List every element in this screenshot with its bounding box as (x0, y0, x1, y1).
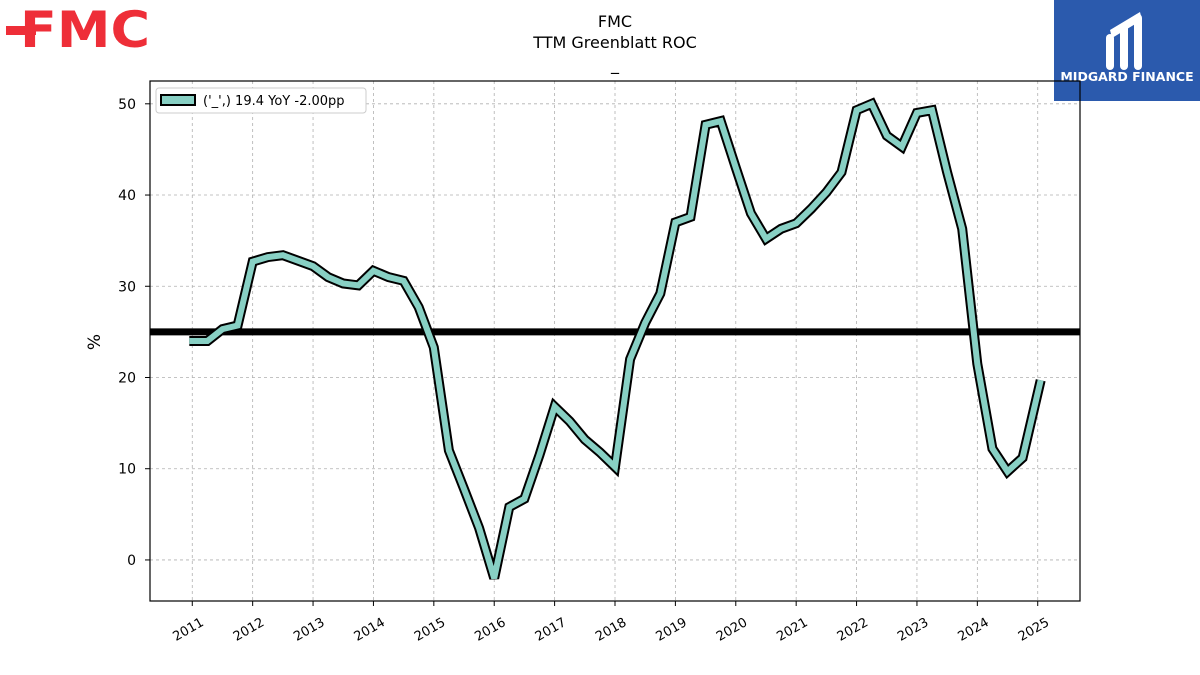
x-tick-label: 2014 (352, 615, 388, 645)
x-tick-label: 2022 (835, 615, 871, 645)
y-axis-label: % (85, 334, 105, 350)
x-tick-label: 2011 (170, 615, 206, 645)
grid (150, 81, 1080, 601)
midgard-logo-text: MIDGARD FINANCE (1060, 69, 1193, 84)
fmc-logo-bar (6, 26, 36, 35)
x-tick-label: 2018 (593, 615, 629, 645)
x-tick-label: 2019 (654, 615, 690, 645)
x-tick-label: 2015 (412, 615, 448, 645)
midgard-logo-mark-icon (1106, 12, 1142, 70)
y-ticks: 0 10 20 30 40 50 (118, 97, 150, 569)
y-tick-label: 20 (118, 370, 136, 386)
chart-subtitle-2: _ (610, 55, 620, 75)
x-tick-label: 2021 (774, 615, 810, 645)
y-tick-label: 10 (118, 462, 136, 478)
series-layer (189, 97, 1046, 580)
chart-subtitle: TTM Greenblatt ROC (532, 33, 697, 52)
legend-box (155, 87, 367, 114)
x-tick-label: 2016 (472, 615, 508, 645)
x-ticks: 2011 2012 2013 2014 2015 2016 2017 2018 2019 2020… (170, 601, 1052, 645)
y-tick-label: 0 (127, 553, 136, 569)
x-tick-label: 2020 (714, 615, 750, 645)
x-tick-label: 2013 (291, 615, 327, 645)
fmc-logo: FMC (6, 1, 150, 59)
chart-title: FMC (598, 12, 632, 31)
y-tick-label: 50 (118, 97, 136, 113)
x-tick-label: 2023 (895, 615, 931, 645)
legend-swatch (160, 94, 196, 106)
midgard-logo: MIDGARD FINANCE (1054, 0, 1200, 101)
legend-label: ('_',) 19.4 YoY -2.00pp (203, 94, 345, 109)
legend: ('_',) 19.4 YoY -2.00pp (155, 87, 367, 114)
fmc-logo-text: FMC (20, 1, 150, 59)
x-tick-label: 2017 (533, 615, 569, 645)
y-tick-label: 30 (118, 279, 136, 295)
y-tick-label: 40 (118, 188, 136, 204)
series-line (189, 99, 1044, 580)
x-tick-label: 2012 (231, 615, 267, 645)
x-tick-label: 2024 (956, 615, 992, 645)
x-tick-label: 2025 (1016, 615, 1052, 645)
